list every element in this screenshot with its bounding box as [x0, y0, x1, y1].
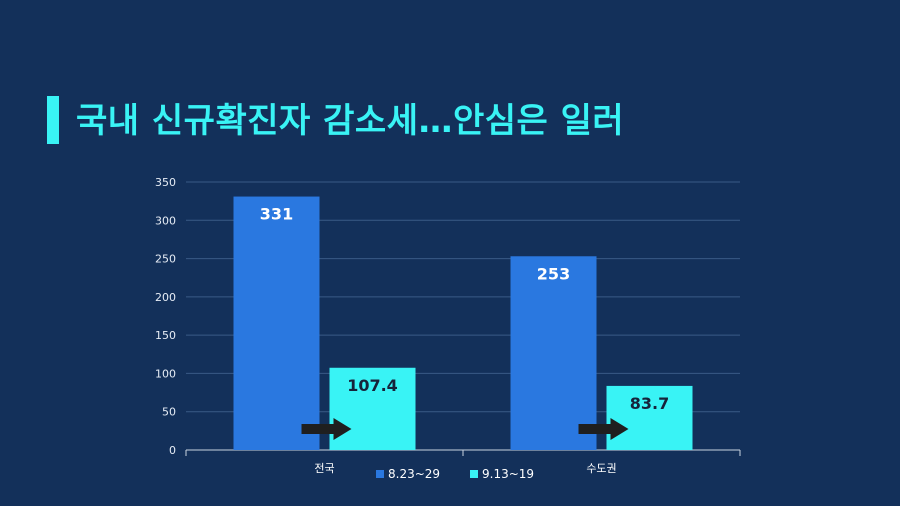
y-tick-label: 350 — [155, 176, 176, 189]
data-label: 331 — [260, 205, 293, 224]
page-title: 국내 신규확진자 감소세…안심은 일러 — [76, 101, 625, 141]
data-label: 107.4 — [347, 376, 398, 395]
bar — [329, 367, 416, 450]
bar — [233, 196, 320, 450]
data-label: 253 — [537, 264, 570, 283]
title-accent-bar — [47, 96, 59, 144]
legend: 8.23~29 9.13~19 — [376, 467, 534, 481]
y-tick-label: 200 — [155, 291, 176, 304]
y-tick-label: 100 — [155, 367, 176, 380]
legend-swatch — [470, 470, 478, 478]
x-category-label: 전국 — [314, 462, 334, 475]
data-labels: 331 107.4 253 83.7 — [260, 205, 669, 413]
arrow-right-icon — [301, 418, 352, 440]
y-tick-label: 250 — [155, 253, 176, 266]
bar — [510, 256, 597, 450]
legend-swatch — [376, 470, 384, 478]
y-tick-label: 50 — [162, 406, 176, 419]
bars — [233, 196, 693, 450]
legend-label: 9.13~19 — [482, 467, 534, 481]
legend-label: 8.23~29 — [388, 467, 440, 481]
arrow-right-icon — [578, 418, 629, 440]
y-tick-label: 300 — [155, 214, 176, 227]
arrow-annotations — [301, 418, 629, 440]
y-tick-label: 0 — [169, 444, 176, 457]
bar — [606, 385, 693, 450]
x-category-label: 수도권 — [586, 462, 616, 475]
y-tick-label: 150 — [155, 329, 176, 342]
data-label: 83.7 — [630, 394, 669, 413]
